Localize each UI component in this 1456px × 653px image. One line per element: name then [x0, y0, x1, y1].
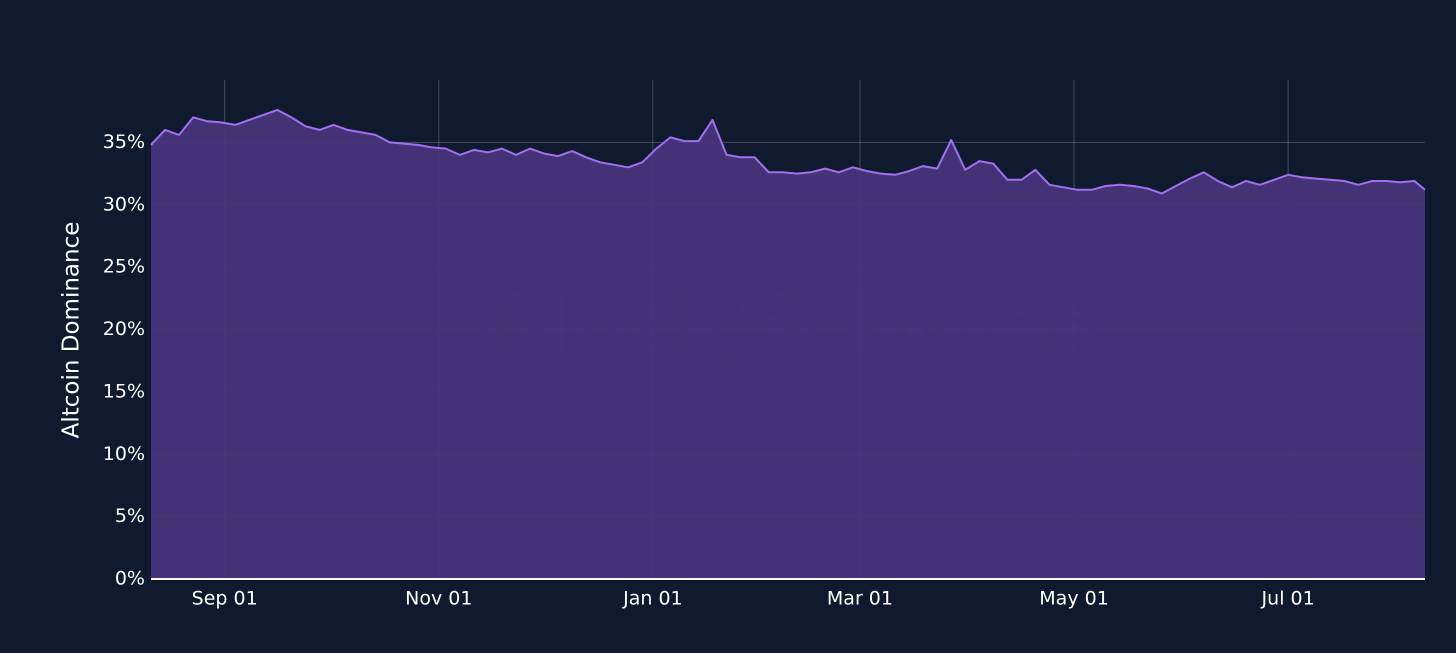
y-tick-label: 25%: [103, 256, 145, 278]
x-tick-label: Mar 01: [827, 588, 893, 610]
x-tick-label: Nov 01: [405, 588, 472, 610]
y-tick-label: 0%: [115, 568, 145, 590]
x-tick-label: Sep 01: [192, 588, 258, 610]
area-fill: [151, 109, 1425, 580]
y-tick-label: 15%: [103, 380, 145, 402]
y-tick-label: 20%: [103, 318, 145, 340]
y-tick-label: 5%: [115, 505, 145, 527]
x-tick-label: Jul 01: [1261, 588, 1315, 610]
y-tick-label: 10%: [103, 443, 145, 465]
line: [150, 108, 1426, 195]
x-tick-label: Jan 01: [622, 588, 683, 610]
y-tick-label: 35%: [103, 131, 145, 153]
y-axis-label: Altcoin Dominance: [59, 222, 85, 439]
x-tick-label: May 01: [1039, 588, 1109, 610]
y-tick-label: 30%: [103, 193, 145, 215]
